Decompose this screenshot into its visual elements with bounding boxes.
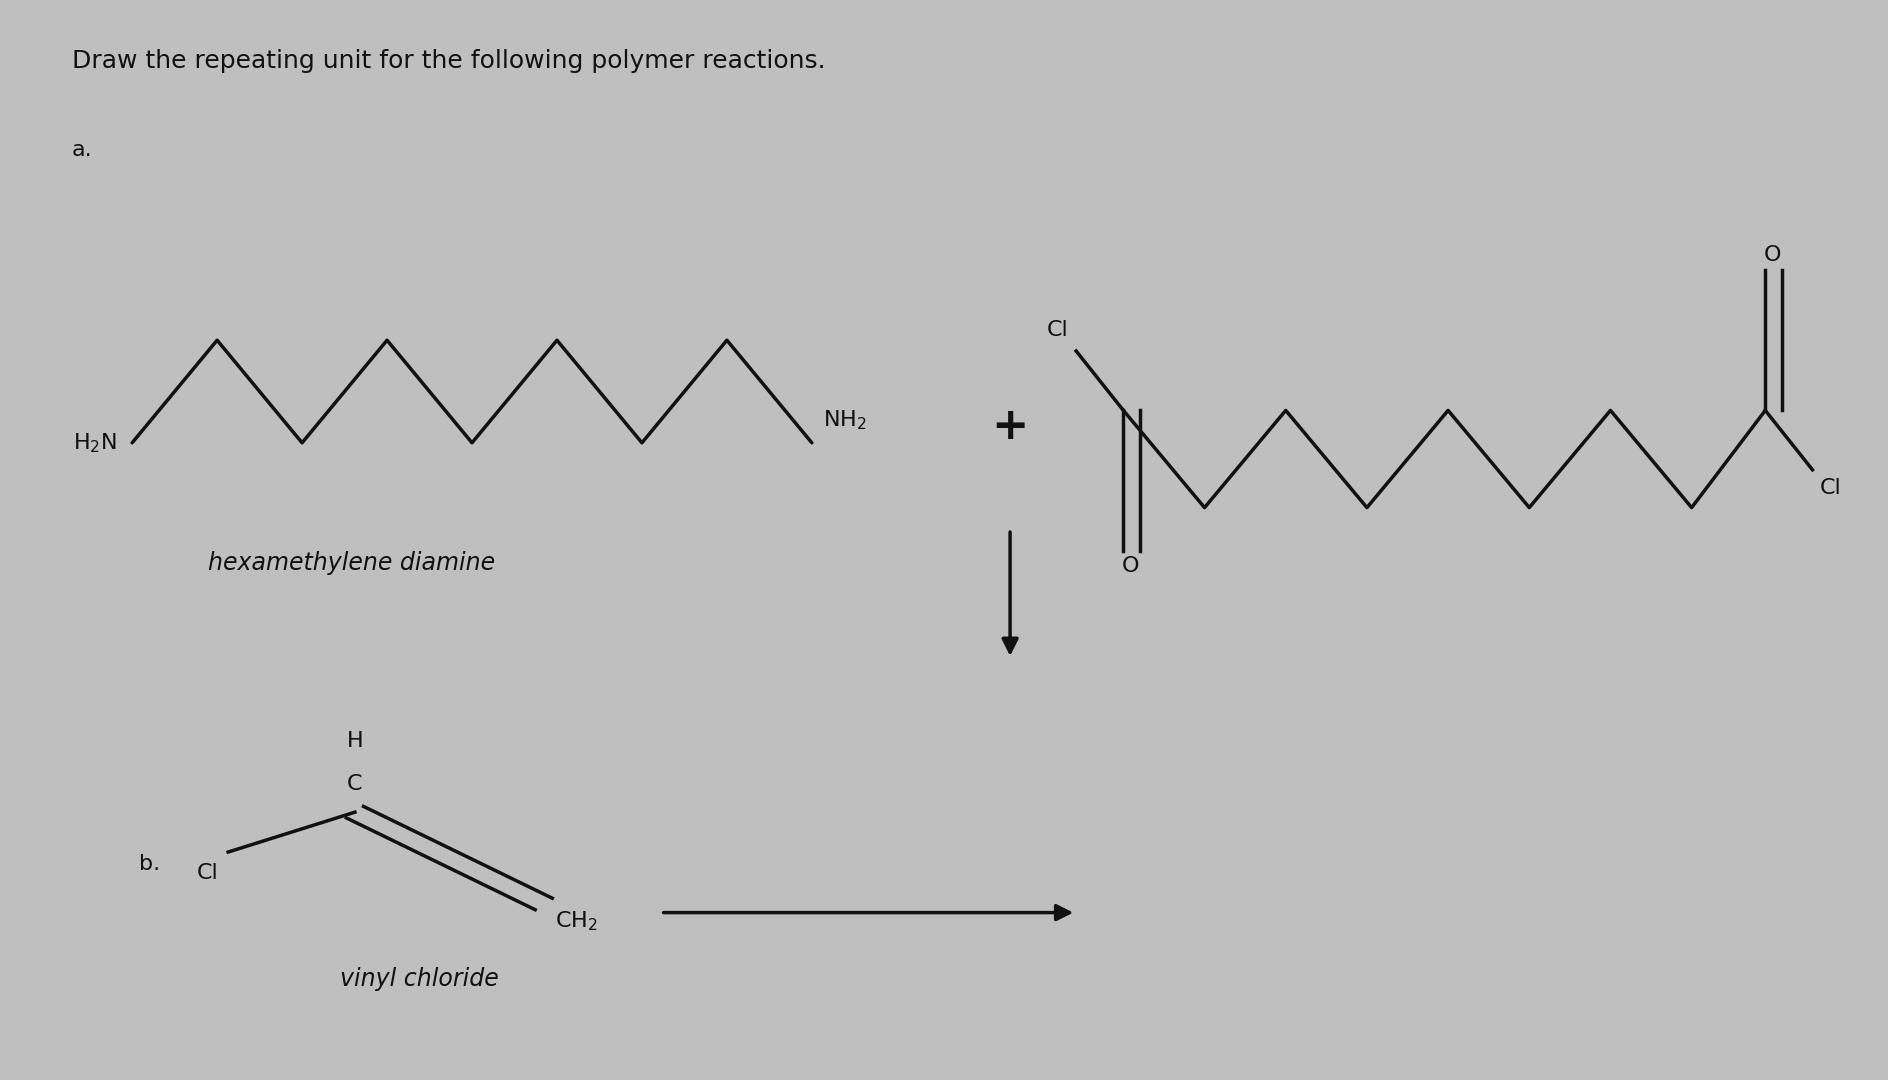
Text: a.: a. <box>72 140 93 161</box>
Text: Cl: Cl <box>1046 320 1069 340</box>
Text: b.: b. <box>140 854 160 874</box>
Text: Cl: Cl <box>196 863 219 882</box>
Text: $\mathregular{H_2N}$: $\mathregular{H_2N}$ <box>74 431 117 455</box>
Text: vinyl chloride: vinyl chloride <box>340 967 498 990</box>
Text: H: H <box>347 730 362 751</box>
Text: O: O <box>1763 244 1782 265</box>
Text: $\mathregular{CH_2}$: $\mathregular{CH_2}$ <box>555 909 598 933</box>
Text: +: + <box>991 405 1029 448</box>
Text: $\mathregular{NH_2}$: $\mathregular{NH_2}$ <box>823 408 867 432</box>
Text: Draw the repeating unit for the following polymer reactions.: Draw the repeating unit for the followin… <box>72 49 825 72</box>
Text: C: C <box>347 773 362 794</box>
Text: O: O <box>1121 556 1140 577</box>
Text: Cl: Cl <box>1820 478 1843 499</box>
Text: hexamethylene diamine: hexamethylene diamine <box>208 551 495 575</box>
